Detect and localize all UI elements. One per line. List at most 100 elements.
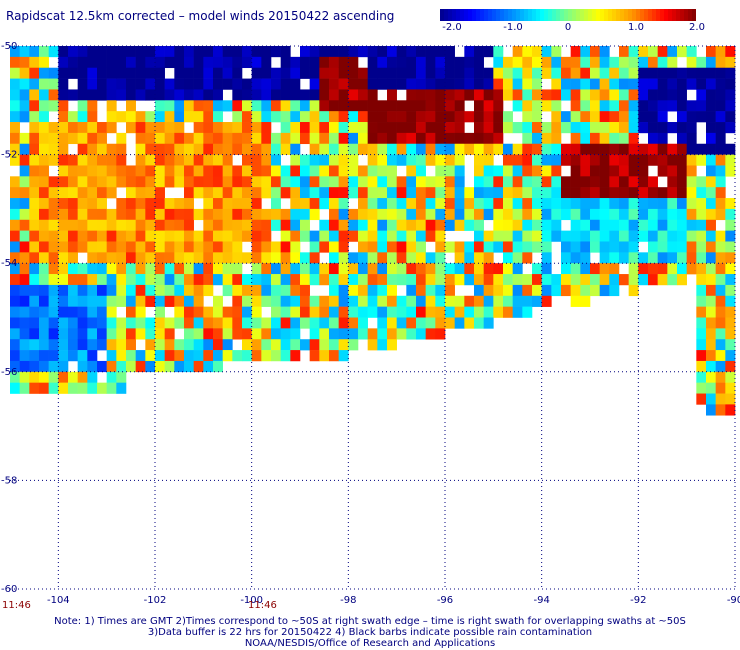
heatmap-cell	[503, 306, 513, 318]
heatmap-cell	[184, 295, 194, 307]
heatmap-cell	[580, 67, 591, 79]
colorbar-segment	[524, 9, 529, 21]
heatmap-cell	[164, 100, 175, 112]
heatmap-cell	[39, 132, 49, 145]
heatmap-cell	[222, 154, 233, 166]
heatmap-cell	[271, 350, 281, 362]
heatmap-cell	[493, 67, 504, 79]
heatmap-cell	[39, 295, 49, 307]
heatmap-cell	[68, 350, 78, 362]
heatmap-cell	[116, 132, 127, 145]
heatmap-cell	[87, 339, 98, 351]
heatmap-cell	[280, 89, 291, 101]
heatmap-cell	[367, 263, 378, 275]
heatmap-cell	[174, 100, 185, 112]
heatmap-cell	[106, 165, 117, 177]
heatmap-cell	[396, 263, 407, 275]
heatmap-cell	[609, 284, 620, 297]
heatmap-cell	[261, 56, 272, 69]
heatmap-cell	[619, 165, 629, 177]
heatmap-cell	[464, 143, 475, 155]
heatmap-cell	[619, 198, 629, 210]
heatmap-cell	[145, 263, 156, 275]
heatmap-cell	[667, 230, 678, 242]
colorbar-segment	[652, 9, 657, 21]
heatmap-cell	[715, 317, 726, 329]
heatmap-cell	[116, 241, 127, 253]
heatmap-cell	[19, 56, 30, 69]
heatmap-cell	[522, 46, 533, 58]
heatmap-cell	[725, 328, 736, 340]
heatmap-cell	[251, 100, 262, 112]
heatmap-cell	[174, 274, 185, 286]
heatmap-cell	[348, 165, 359, 177]
heatmap-cell	[68, 198, 78, 210]
heatmap-cell	[715, 100, 726, 112]
heatmap-cell	[445, 198, 455, 210]
heatmap-cell	[87, 89, 98, 101]
heatmap-cell	[377, 317, 388, 329]
heatmap-cell	[251, 122, 262, 134]
heatmap-cell	[725, 241, 736, 253]
heatmap-cell	[319, 78, 330, 90]
colorbar-segment	[460, 9, 465, 21]
heatmap-cell	[551, 208, 562, 221]
heatmap-cell	[580, 198, 591, 210]
heatmap-cell	[619, 78, 629, 90]
heatmap-cell	[406, 89, 417, 101]
heatmap-cell	[706, 198, 716, 210]
heatmap-cell	[213, 263, 223, 275]
heatmap-cell	[657, 274, 668, 286]
heatmap-cell	[435, 263, 446, 275]
heatmap-cell	[309, 143, 320, 155]
heatmap-cell	[77, 208, 88, 221]
heatmap-cell	[570, 46, 581, 58]
heatmap-cell	[667, 263, 678, 275]
heatmap-cell	[367, 198, 378, 210]
heatmap-cell	[19, 252, 30, 264]
heatmap-cell	[106, 328, 117, 340]
heatmap-cell	[251, 46, 262, 58]
x-tick-label: -90	[727, 595, 740, 606]
heatmap-cell	[541, 208, 552, 221]
heatmap-cell	[715, 187, 726, 199]
heatmap-cell	[242, 165, 252, 177]
heatmap-cell	[512, 56, 523, 69]
heatmap-cell	[551, 46, 562, 58]
heatmap-cell	[319, 274, 330, 286]
colorbar-segment	[596, 9, 601, 21]
heatmap-cell	[222, 56, 233, 69]
heatmap-cell	[396, 219, 407, 231]
heatmap-cell	[599, 284, 610, 297]
heatmap-cell	[19, 350, 30, 362]
heatmap-cell	[406, 306, 417, 318]
heatmap-cell	[300, 187, 310, 199]
heatmap-cell	[396, 241, 407, 253]
heatmap-cell	[329, 230, 339, 242]
heatmap-cell	[232, 46, 243, 58]
heatmap-cell	[155, 306, 165, 318]
heatmap-cell	[657, 100, 668, 112]
heatmap-cell	[213, 198, 223, 210]
heatmap-cell	[193, 67, 204, 79]
heatmap-cell	[155, 111, 165, 123]
heatmap-cell	[657, 198, 668, 210]
heatmap-cell	[706, 165, 716, 177]
heatmap-cell	[193, 122, 204, 134]
colorbar-segment	[520, 9, 525, 21]
heatmap-cell	[164, 350, 175, 362]
heatmap-cell	[667, 89, 678, 101]
heatmap-cell	[396, 317, 407, 329]
heatmap-cell	[609, 67, 620, 79]
heatmap-cell	[503, 241, 513, 253]
heatmap-cell	[725, 219, 736, 231]
heatmap-cell	[116, 154, 127, 166]
heatmap-cell	[261, 241, 272, 253]
heatmap-cell	[251, 252, 262, 264]
colorbar-segment	[468, 9, 473, 21]
heatmap-cell	[570, 132, 581, 145]
heatmap-cell	[512, 274, 523, 286]
heatmap-cell	[512, 154, 523, 166]
heatmap-cell	[77, 154, 88, 166]
heatmap-cell	[696, 67, 707, 79]
